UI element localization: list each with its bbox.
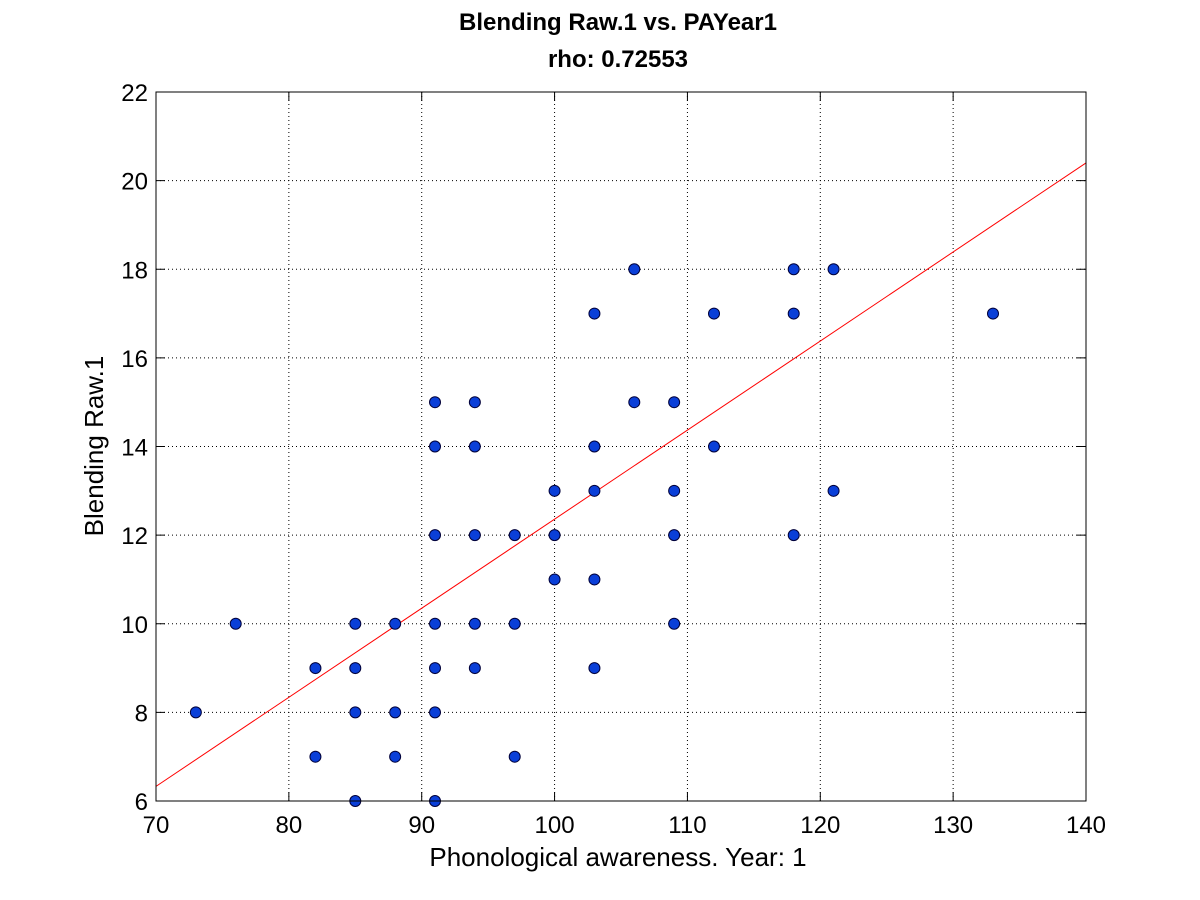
- data-point: [309, 750, 322, 763]
- y-tick-label: 18: [121, 257, 148, 284]
- data-point: [189, 706, 202, 719]
- y-tick-label: 6: [135, 789, 148, 816]
- data-point: [588, 440, 601, 453]
- x-tick-label: 100: [535, 812, 575, 839]
- data-point: [429, 529, 441, 542]
- y-tick-label: 12: [121, 523, 148, 550]
- data-point: [548, 573, 561, 586]
- data-point: [429, 706, 441, 719]
- data-point: [349, 617, 362, 630]
- data-point: [827, 484, 840, 497]
- data-point: [668, 396, 681, 409]
- data-point: [508, 529, 521, 542]
- data-point: [628, 396, 641, 409]
- data-point: [349, 662, 362, 675]
- data-point: [349, 706, 362, 719]
- data-point: [389, 706, 402, 719]
- x-tick-label: 80: [276, 812, 303, 839]
- y-tick-label: 16: [121, 346, 148, 373]
- data-points: [189, 263, 999, 807]
- x-tick-label: 120: [800, 812, 840, 839]
- data-point: [628, 263, 641, 276]
- data-point: [508, 617, 521, 630]
- data-point: [827, 263, 840, 276]
- data-point: [468, 662, 481, 675]
- data-point: [508, 750, 521, 763]
- x-axis-label: Phonological awareness. Year: 1: [429, 842, 806, 872]
- data-point: [468, 529, 481, 542]
- data-point: [588, 573, 601, 586]
- data-point: [787, 529, 800, 542]
- data-point: [468, 617, 481, 630]
- x-tick-label: 130: [933, 812, 973, 839]
- data-point: [668, 617, 681, 630]
- data-point: [389, 750, 402, 763]
- x-tick-label: 70: [143, 812, 170, 839]
- x-tick-label: 110: [668, 812, 706, 839]
- data-point: [229, 617, 242, 630]
- data-point: [548, 484, 561, 497]
- grid-lines: [156, 92, 1086, 801]
- data-point: [548, 529, 561, 542]
- data-point: [668, 529, 681, 542]
- data-point: [429, 617, 441, 630]
- chart-title: Blending Raw.1 vs. PAYear1: [459, 9, 777, 36]
- y-tick-label: 8: [135, 700, 148, 727]
- data-point: [588, 307, 601, 320]
- y-tick-label: 10: [121, 612, 148, 639]
- data-point: [309, 662, 322, 675]
- data-point: [708, 440, 720, 453]
- regression-line-group: [155, 162, 1087, 787]
- data-point: [429, 396, 441, 409]
- x-tick-label: 140: [1066, 812, 1106, 839]
- data-point: [468, 440, 481, 453]
- data-point: [429, 440, 441, 453]
- y-tick-label: 22: [121, 80, 148, 107]
- y-tick-label: 20: [121, 169, 148, 196]
- chart-subtitle: rho: 0.72553: [548, 46, 688, 73]
- data-point: [787, 307, 800, 320]
- regression-line: [155, 162, 1087, 787]
- data-point: [588, 662, 601, 675]
- axis-ticks: 70 80 90 100 110 120 130 140 6 8 10 12 14 16 18 20 22: [121, 80, 1106, 839]
- data-point: [468, 396, 481, 409]
- y-tick-label: 14: [121, 435, 148, 462]
- data-point: [987, 307, 999, 320]
- data-point: [708, 307, 720, 320]
- data-point: [588, 484, 601, 497]
- data-point: [787, 263, 800, 276]
- data-point: [389, 617, 402, 630]
- y-axis-label: Blending Raw.1: [79, 356, 109, 537]
- x-tick-label: 90: [408, 812, 435, 839]
- data-point: [429, 662, 441, 675]
- data-point: [668, 484, 681, 497]
